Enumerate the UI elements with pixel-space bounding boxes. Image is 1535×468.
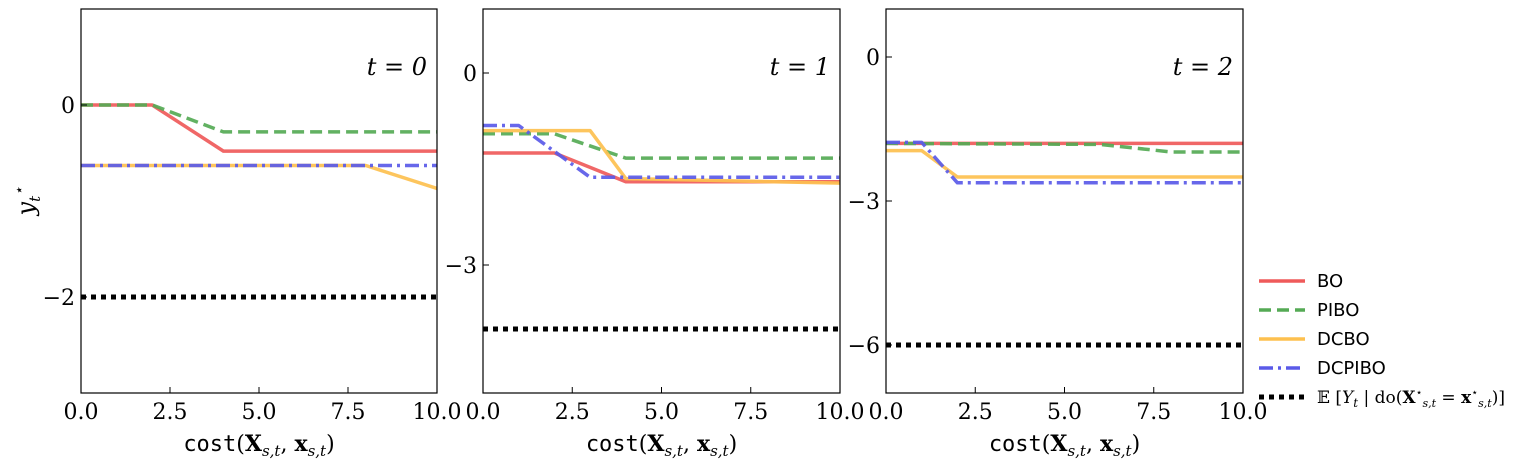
legend-label-part: ⋆ (1416, 386, 1423, 399)
x-axis-label: cost(Xs,t, xs,t) (586, 431, 737, 460)
legend-label: DCBO (1317, 329, 1370, 350)
y-tick-label: −6 (848, 334, 880, 359)
legend-item-y-t-do-x-s-t-x-s-t: 𝔼 [Yt | do(X⋆s,t = x⋆s,t)] (1259, 386, 1505, 410)
x-tick-label: 5.0 (644, 400, 679, 425)
x-axis-label-part: ( (1042, 432, 1051, 457)
series-line-dcbo (81, 163, 437, 191)
x-tick-label: 0.0 (869, 400, 904, 425)
legend-item-dcpibo: DCPIBO (1259, 358, 1386, 379)
y-tick-label: −3 (445, 254, 477, 279)
legend-label-part: ⋆ (1471, 386, 1478, 399)
legend-label: DCPIBO (1317, 358, 1386, 379)
y-axis-label-text-part: y (12, 201, 40, 216)
x-axis-label-part: x (294, 431, 308, 457)
legend-label-part: | do( (1358, 388, 1402, 408)
legend-item-dcbo: DCBO (1259, 329, 1370, 350)
legend-label-part: t (1353, 396, 1358, 410)
x-tick-label: 2.5 (555, 400, 590, 425)
y-axis-label: yt⋆ (10, 187, 44, 217)
legend-label-part: x (1461, 388, 1472, 408)
x-axis-label-part: ) (729, 432, 738, 457)
y-tick-label: −3 (848, 190, 880, 215)
x-tick-label: 2.5 (958, 400, 993, 425)
x-axis-label-part: s,t (1067, 442, 1086, 460)
x-tick-label: 0.0 (64, 400, 99, 425)
y-axis-label-text-part: ⋆ (10, 187, 28, 196)
x-axis-label-part: s,t (1113, 442, 1132, 460)
y-axis-label-text-part: t (26, 195, 44, 202)
legend-label-part: [ (1330, 388, 1342, 408)
series-line-dcpibo (886, 140, 1243, 185)
x-axis-label-part: s,t (710, 442, 729, 460)
series-line-dcbo (483, 128, 840, 185)
x-tick-label: 10.0 (1219, 400, 1268, 425)
x-axis-label-part: X (647, 431, 665, 457)
y-tick-label: 0 (61, 94, 75, 119)
x-tick-label: 5.0 (242, 400, 277, 425)
legend-label-part: Y (1342, 388, 1355, 408)
x-axis-label: cost(Xs,t, xs,t) (989, 431, 1140, 460)
x-axis-label-part: X (1050, 431, 1068, 457)
x-axis-label-part: X (245, 431, 263, 457)
x-axis-label-part: s,t (308, 442, 327, 460)
x-tick-label: 5.0 (1047, 400, 1082, 425)
legend-label: 𝔼 [Yt | do(X⋆s,t = x⋆s,t)] (1317, 386, 1505, 410)
x-tick-label: 2.5 (153, 400, 188, 425)
series-group (81, 103, 437, 300)
x-axis-label-part: ( (639, 432, 648, 457)
x-axis-label-part: x (697, 431, 711, 457)
y-tick-label: −2 (43, 286, 75, 311)
y-tick-label: 0 (866, 46, 880, 71)
legend-label-part: X (1402, 388, 1416, 408)
x-tick-label: 7.5 (733, 400, 768, 425)
legend-label-part: 𝔼 (1317, 388, 1330, 408)
legend-label: BO (1317, 271, 1343, 292)
legend-label: PIBO (1317, 300, 1359, 321)
panel-label: t = 2 (1173, 53, 1233, 81)
series-line-bo (81, 103, 437, 153)
x-tick-label: 10.0 (816, 400, 865, 425)
x-axis-label-part: cost (183, 432, 236, 457)
series-group (483, 123, 840, 332)
x-tick-label: 0.0 (466, 400, 501, 425)
series-line-pibo (483, 132, 840, 160)
x-axis-label-part: s,t (664, 442, 683, 460)
legend-label-part: = (1436, 388, 1461, 408)
x-axis-label-part: , (683, 432, 697, 457)
x-axis-label-part: cost (989, 432, 1042, 457)
x-axis-label: cost(Xs,t, xs,t) (183, 431, 334, 460)
y-tick-label: 0 (463, 62, 477, 87)
x-axis-label-part: , (280, 432, 294, 457)
series-line-pibo (81, 103, 437, 134)
y-axis-label-text: yt⋆ (10, 187, 44, 217)
x-axis-label-part: x (1100, 431, 1114, 457)
x-axis-label-part: cost (586, 432, 639, 457)
x-tick-label: 7.5 (1136, 400, 1171, 425)
panel-label: t = 0 (367, 53, 427, 81)
legend-item-bo: BO (1259, 271, 1343, 292)
legend-label-part: s,t (1422, 397, 1436, 410)
x-axis-label-part: s,t (262, 442, 281, 460)
legend-item-pibo: PIBO (1259, 300, 1359, 321)
x-axis-label-part: ) (326, 432, 335, 457)
x-axis-label-part: , (1086, 432, 1100, 457)
legend-label-part: s,t (1478, 397, 1492, 410)
x-tick-label: 10.0 (413, 400, 462, 425)
legend-label-part: )] (1492, 388, 1505, 408)
x-axis-label-part: ( (236, 432, 245, 457)
panel-label: t = 1 (770, 53, 830, 81)
series-group (886, 140, 1243, 348)
series-line-dcpibo (483, 123, 840, 180)
x-tick-label: 7.5 (331, 400, 366, 425)
x-axis-label-part: ) (1132, 432, 1141, 457)
